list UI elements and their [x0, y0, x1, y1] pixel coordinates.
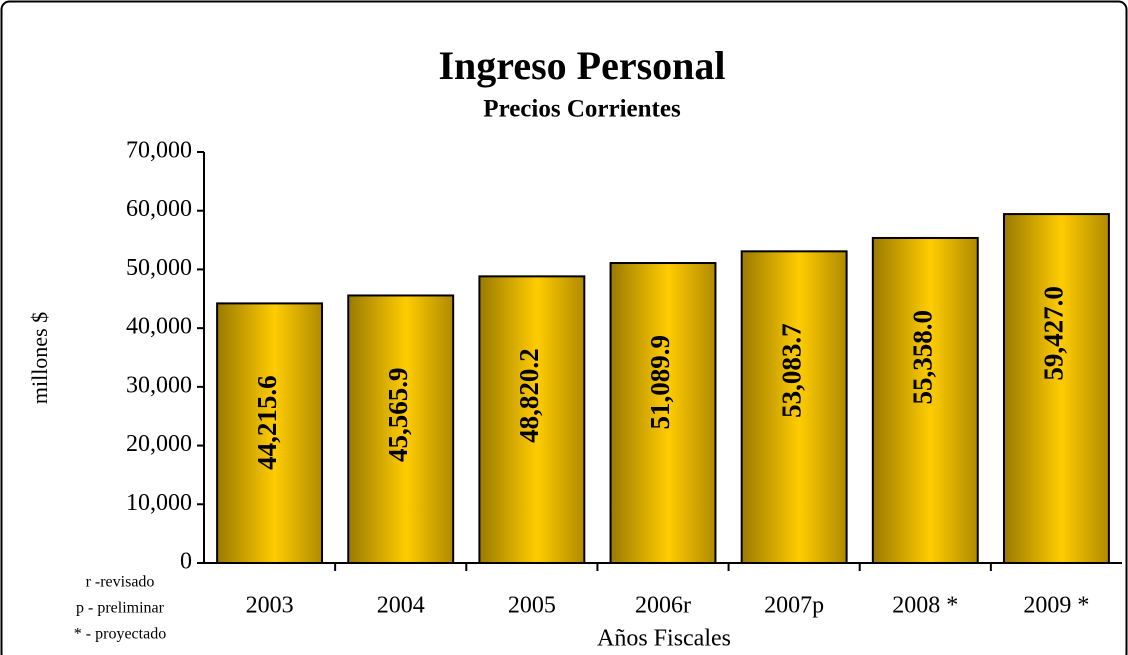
bar [609, 262, 717, 564]
bar [740, 250, 848, 564]
x-axis-label: Años Fiscales [597, 626, 731, 652]
value-label: 45,565.9 [383, 367, 413, 462]
note: p - preliminar [76, 600, 165, 617]
y-tick-label: 20,000 [126, 431, 192, 457]
y-tick-label: 40,000 [126, 314, 192, 340]
value-label: 53,083.7 [776, 323, 806, 418]
y-tick-label: 50,000 [126, 255, 192, 281]
y-tick-label: 30,000 [126, 372, 192, 398]
value-label: 59,427.0 [1039, 286, 1069, 381]
chart-title: Ingreso Personal [438, 43, 725, 88]
note: r -revisado [86, 574, 155, 591]
value-label: 44,215.6 [252, 375, 282, 470]
bar [216, 302, 324, 564]
bar [478, 275, 586, 564]
chart-subtitle: Precios Corrientes [483, 96, 681, 123]
x-tick-label: 2006r [635, 593, 691, 619]
note: * - proyectado [74, 626, 166, 643]
value-label: 55,358.0 [907, 310, 937, 405]
y-tick-label: 70,000 [126, 138, 192, 164]
value-label: 51,089.9 [645, 335, 675, 430]
bar [871, 236, 979, 564]
y-tick-label: 60,000 [126, 196, 192, 222]
x-tick-label: 2005 [508, 593, 556, 619]
y-tick-label: 0 [180, 549, 192, 575]
x-tick-label: 2007p [764, 593, 824, 619]
x-tick-label: 2003 [246, 593, 294, 619]
x-tick-label: 2008 * [892, 593, 958, 619]
bar [347, 294, 455, 564]
bar [1002, 213, 1110, 564]
y-tick-label: 10,000 [126, 490, 192, 516]
y-axis-label: millones $ [27, 312, 52, 404]
value-label: 48,820.2 [514, 348, 544, 443]
x-tick-label: 2004 [377, 593, 425, 619]
x-tick-label: 2009 * [1023, 593, 1089, 619]
